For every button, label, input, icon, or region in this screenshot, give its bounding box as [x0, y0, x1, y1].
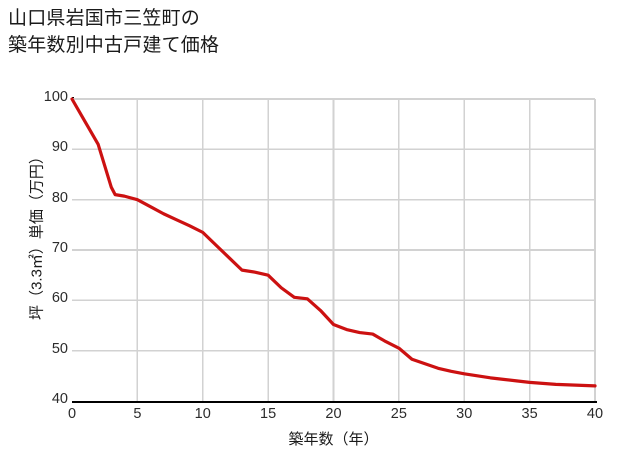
y-tick-label: 90	[51, 139, 68, 156]
x-tick-label: 20	[325, 406, 342, 422]
price-line-series	[70, 97, 597, 388]
y-tick-label: 50	[51, 340, 68, 357]
chart-title: 山口県岩国市三笠町の 築年数別中古戸建て価格	[8, 8, 220, 56]
series-layer	[70, 97, 597, 388]
x-axis-tick-labels: 0 5 10 15 20 25 30 35 40	[0, 406, 621, 428]
x-axis-spine	[72, 401, 597, 403]
x-tick-label: 15	[260, 406, 277, 422]
y-tick-label: 40	[51, 391, 68, 407]
grid-layer	[72, 98, 596, 401]
x-tick-label: 35	[521, 406, 538, 422]
plot-area	[70, 97, 597, 401]
x-tick-label: 10	[194, 406, 211, 422]
x-tick-label: 0	[67, 406, 77, 422]
y-axis-tick-labels: 40 50 60 70 80 90 100	[28, 0, 68, 465]
x-tick-label: 40	[586, 406, 604, 422]
x-axis-title: 築年数（年）	[288, 431, 379, 448]
x-tick-label: 25	[390, 406, 407, 422]
y-tick-label: 100	[43, 89, 68, 105]
x-tick-label: 30	[456, 406, 473, 422]
x-tick-label: 5	[133, 406, 142, 422]
y-axis-title: 坪（3.3㎡）単価（万円）	[28, 149, 46, 320]
y-tick-label: 60	[51, 290, 68, 307]
y-tick-label: 70	[51, 240, 68, 256]
y-tick-label: 80	[51, 189, 68, 206]
